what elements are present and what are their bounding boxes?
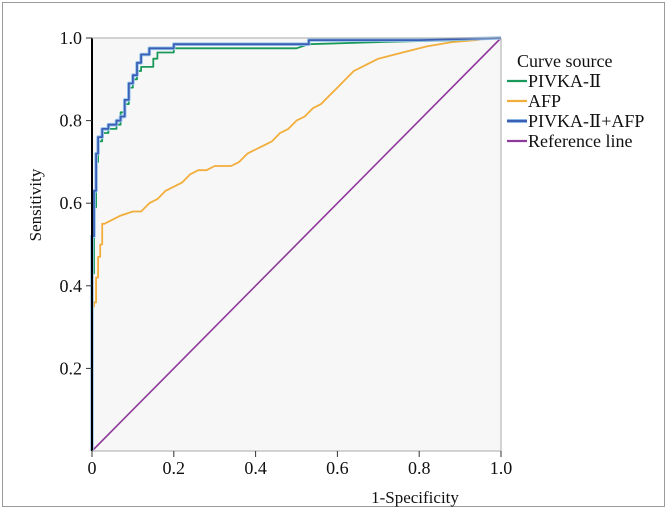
- x-axis-title: 1-Specificity: [371, 488, 459, 507]
- x-tick-label: 1.0: [490, 458, 513, 478]
- series-line-afp: [91, 37, 501, 451]
- x-tick-label: 0.4: [244, 458, 267, 478]
- y-tick-label: 0.6: [60, 193, 83, 213]
- series-line-pivka: [91, 37, 502, 451]
- x-tick-label: 0.2: [163, 458, 186, 478]
- legend-label-pivka-afp: PIVKA-Ⅱ+AFP: [528, 111, 644, 131]
- legend-title: Curve source: [517, 51, 612, 71]
- x-axis-ticks: 0 0.2 0.4 0.6 0.8 1.0: [88, 451, 513, 478]
- series-line-pivka-afp: [91, 37, 502, 451]
- y-axis-title: Sensitivity: [26, 168, 45, 241]
- series-line-reference-line: [91, 37, 502, 452]
- legend-label-reference-line: Reference line: [528, 131, 632, 151]
- x-tick-label: 0.6: [326, 458, 349, 478]
- legend-label-afp: AFP: [528, 91, 561, 111]
- y-tick-label: 1.0: [60, 28, 83, 48]
- y-axis-ticks: 0.2 0.4 0.6 0.8 1.0: [60, 28, 92, 378]
- x-tick-label: 0.8: [408, 458, 431, 478]
- series-layer: [90, 36, 502, 452]
- y-tick-label: 0.4: [60, 276, 83, 296]
- y-tick-label: 0.2: [60, 358, 83, 378]
- x-tick-label: 0: [88, 458, 97, 478]
- figure-frame: [2, 2, 665, 507]
- legend: Curve source PIVKA-ⅡAFPPIVKA-Ⅱ+AFPRefere…: [507, 51, 644, 151]
- legend-label-pivka: PIVKA-Ⅱ: [528, 71, 601, 91]
- y-tick-label: 0.8: [60, 111, 83, 131]
